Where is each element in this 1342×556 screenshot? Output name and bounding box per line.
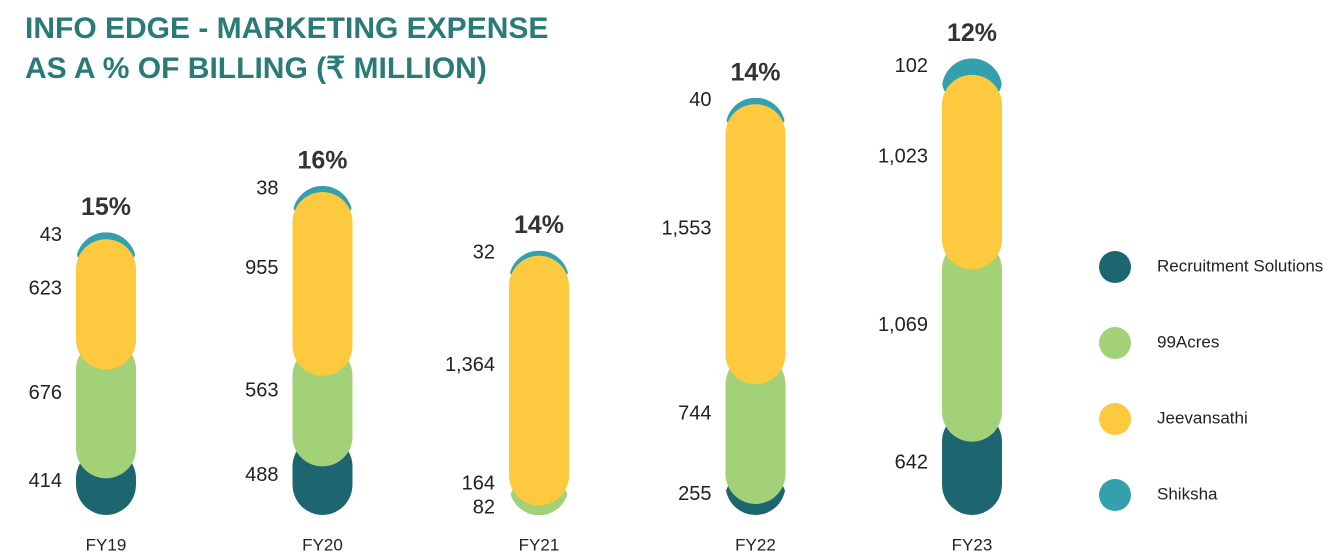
bar-stack — [76, 232, 136, 515]
data-label: 255 — [678, 483, 711, 505]
legend-swatch — [1099, 479, 1131, 511]
legend-swatch — [1099, 251, 1131, 283]
x-tick-label: FY19 — [86, 535, 127, 554]
data-label: 82 — [473, 497, 495, 519]
bar-segment — [509, 255, 569, 506]
bar-segment — [76, 339, 136, 479]
x-tick-label: FY20 — [302, 535, 343, 554]
data-label: 563 — [245, 379, 278, 401]
data-label: 642 — [895, 452, 928, 474]
bar-segment — [292, 192, 353, 376]
bar-stack — [509, 250, 569, 515]
bar-segment — [725, 104, 786, 385]
bar-stack — [942, 58, 1002, 515]
data-label: 32 — [473, 241, 495, 263]
bar-segment — [76, 239, 136, 370]
data-label: 488 — [245, 464, 278, 486]
total-label: 14% — [514, 211, 564, 239]
total-label: 14% — [730, 58, 780, 86]
bar-segment — [725, 354, 786, 504]
legend-label: 99Acres — [1157, 332, 1219, 351]
chart-title: AS A % OF BILLING (₹ MILLION) — [25, 52, 487, 85]
legend-label: Recruitment Solutions — [1157, 256, 1323, 275]
total-label: 16% — [297, 147, 347, 175]
total-label: 12% — [947, 19, 997, 47]
bar-segment — [292, 345, 353, 467]
data-label: 1,069 — [878, 314, 928, 336]
legend-swatch — [1099, 403, 1131, 435]
bar-stack — [725, 97, 786, 515]
legend-label: Shiksha — [1157, 484, 1218, 503]
data-label: 623 — [29, 278, 62, 300]
legend-swatch — [1099, 327, 1131, 359]
data-label: 955 — [245, 257, 278, 279]
legend-label: Jeevansathi — [1157, 408, 1248, 427]
chart-title: INFO EDGE - MARKETING EXPENSE — [25, 12, 548, 45]
x-tick-label: FY21 — [519, 535, 560, 554]
data-label: 676 — [29, 382, 62, 404]
bar-segment — [942, 239, 1002, 442]
x-tick-label: FY23 — [952, 535, 993, 554]
x-tick-label: FY22 — [735, 535, 776, 554]
data-label: 1,553 — [661, 217, 711, 239]
data-label: 43 — [40, 224, 62, 246]
data-label: 1,023 — [878, 145, 928, 167]
data-label: 1,364 — [445, 354, 495, 376]
data-label: 164 — [462, 473, 495, 495]
bar-segment — [942, 74, 1002, 270]
data-label: 40 — [689, 89, 711, 111]
total-label: 15% — [81, 193, 131, 221]
data-label: 38 — [256, 177, 278, 199]
data-label: 744 — [678, 402, 711, 424]
data-label: 102 — [895, 55, 928, 77]
data-label: 414 — [29, 470, 62, 492]
bar-stack — [292, 185, 353, 515]
